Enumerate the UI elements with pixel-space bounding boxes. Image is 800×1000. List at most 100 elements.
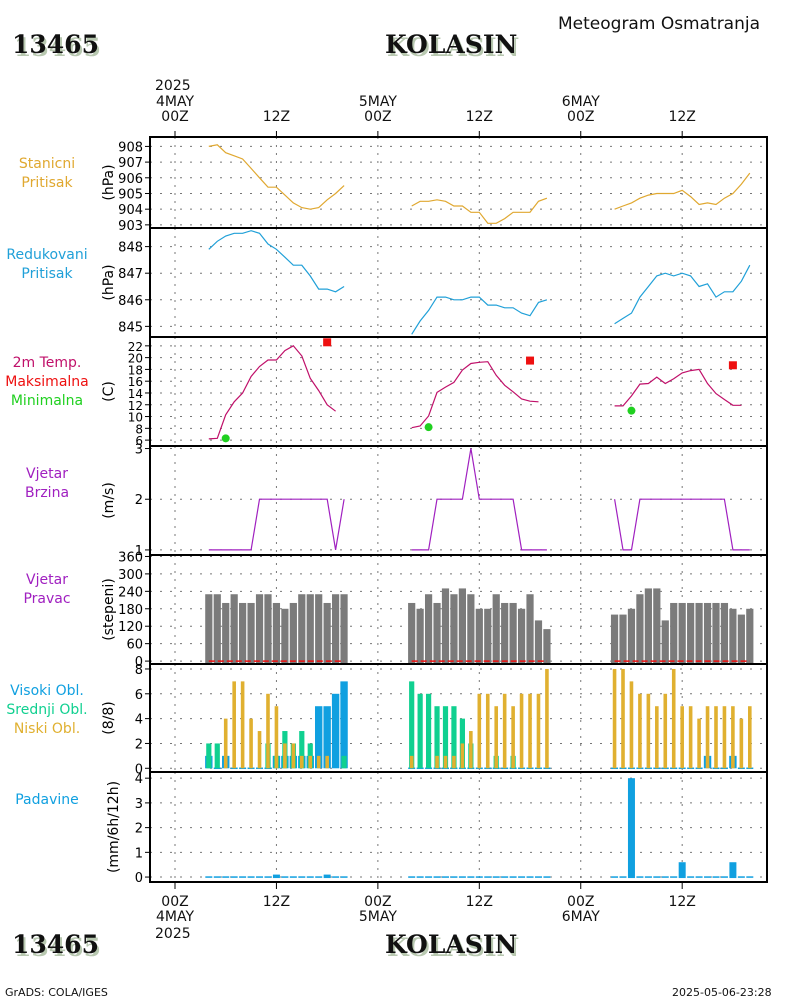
low-cloud-bar <box>655 706 659 769</box>
bottom-axis-date: 4MAY <box>155 909 195 925</box>
y-tick-label: 18 <box>128 363 143 377</box>
top-axis-time: 00Z <box>161 109 189 125</box>
y-tick-label: 0 <box>135 871 143 886</box>
panel-label-line: Padavine <box>15 791 79 808</box>
low-cloud-bar <box>528 693 532 769</box>
panel-reduced_pressure: 845 846 847 848(hPa) <box>101 227 768 338</box>
low-cloud-bar <box>519 693 524 769</box>
wind-dir-bar <box>492 594 500 664</box>
high-cloud-bar <box>331 693 340 769</box>
wind-dir-bar <box>509 602 517 664</box>
tmax-marker <box>526 356 535 365</box>
low-cloud-bar <box>325 755 329 769</box>
tmin-marker <box>424 423 433 432</box>
panel-wind_speed: 1 2 3 (m/s) <box>101 443 768 559</box>
unit-label: (stepeni) <box>101 578 117 641</box>
bottom-axis-time: 00Z <box>161 894 189 910</box>
low-cloud-bar <box>545 668 549 769</box>
footer-station-id: 13465 <box>12 930 99 959</box>
wind-dir-bar <box>619 614 627 664</box>
wind-dir-bar <box>737 614 745 664</box>
wind-dir-bar <box>534 620 543 664</box>
wind-dir-bar <box>416 608 424 664</box>
wind-dir-bar <box>517 608 526 664</box>
y-tick-label: 847 <box>118 267 143 282</box>
wind-dir-bar <box>670 602 678 664</box>
y-tick-label: 3 <box>135 443 143 458</box>
wind-dir-bar <box>239 602 247 664</box>
y-tick-label: 903 <box>118 219 143 234</box>
product-title: Meteogram Osmatranja <box>558 14 761 34</box>
wind-dir-bar <box>720 602 729 664</box>
wind-dir-bar <box>678 602 686 664</box>
panel-frame <box>149 136 768 229</box>
top-axis-date: 4MAY <box>155 94 195 110</box>
bottom-axis-time: 00Z <box>567 894 595 910</box>
low-cloud-bar <box>240 681 245 769</box>
low-cloud-bar <box>629 681 634 769</box>
panel-label-precip: Padavine <box>0 791 94 810</box>
y-tick-label: 2 <box>135 737 143 752</box>
panel-frame <box>149 771 768 883</box>
y-tick-label: 1 <box>135 846 143 861</box>
series-line-day-1 <box>208 144 345 210</box>
panel-label-line: Vjetar <box>26 466 68 482</box>
low-cloud-bar <box>612 668 617 769</box>
low-cloud-bar <box>621 668 625 769</box>
bottom-axis-time: 00Z <box>364 894 392 910</box>
y-tick-label: 12 <box>128 399 143 413</box>
low-cloud-bar <box>435 755 439 769</box>
high-cloud-bar <box>323 706 331 769</box>
series-line-day-2 <box>411 296 548 335</box>
low-cloud-bar <box>299 755 304 769</box>
panel-frame <box>149 227 768 338</box>
low-cloud-bar <box>223 718 228 769</box>
top-axis-label: 12Z <box>658 110 706 125</box>
panel-label-line: Srednji Obl. <box>6 701 88 718</box>
y-tick-label: 20 <box>128 352 143 366</box>
panel-frame <box>149 445 768 556</box>
mid-cloud-bar <box>299 731 305 769</box>
y-tick-label: 240 <box>118 585 143 600</box>
low-cloud-bar <box>477 693 482 769</box>
bottom-axis-time: 12Z <box>465 894 493 910</box>
unit-label: (hPa) <box>101 264 117 300</box>
software-credit: GrADS: COLA/IGES <box>5 986 108 999</box>
panel-label-line: Redukovani <box>6 247 88 263</box>
wind-dir-bar <box>543 629 551 664</box>
low-cloud-bar <box>308 755 313 769</box>
unit-label: (8/8) <box>101 701 117 734</box>
wind-dir-bar <box>458 588 467 664</box>
wind-dir-bar <box>712 602 720 664</box>
low-cloud-bar <box>316 755 321 769</box>
panel-label-line: Pritisak <box>21 175 73 191</box>
mid-cloud-bar <box>442 706 449 769</box>
panel-label-line: Vjetar <box>26 572 68 588</box>
low-cloud-bar <box>460 743 465 769</box>
wind-dir-bar <box>433 602 441 664</box>
mid-cloud-bar <box>341 755 347 769</box>
y-tick-label: 60 <box>126 638 143 653</box>
wind-dir-bar <box>636 594 644 664</box>
tmax-marker <box>728 361 737 370</box>
wind-dir-bar <box>695 602 703 664</box>
tmin-marker <box>221 434 230 443</box>
wind-dir-bar <box>408 602 416 664</box>
y-tick-label: 848 <box>118 241 143 256</box>
bottom-axis-label: 00Z 5MAY <box>354 895 402 925</box>
bottom-axis-label: 12Z <box>455 895 503 910</box>
bottom-axis-label: 00Z 4MAY <box>151 895 199 925</box>
top-axis-label: 6MAY 00Z <box>557 95 605 125</box>
y-tick-label: 905 <box>118 187 143 202</box>
top-axis-label: 12Z <box>455 110 503 125</box>
footer-station-name: KOLASIN <box>385 930 518 959</box>
wind-dir-bar <box>475 608 483 664</box>
low-cloud-bar <box>274 706 279 769</box>
y-tick-label: 300 <box>118 568 143 583</box>
top-axis-time: 12Z <box>465 109 493 125</box>
low-cloud-bar <box>536 693 541 769</box>
wind-dir-bar <box>205 594 213 664</box>
y-tick-label: 120 <box>118 620 143 635</box>
